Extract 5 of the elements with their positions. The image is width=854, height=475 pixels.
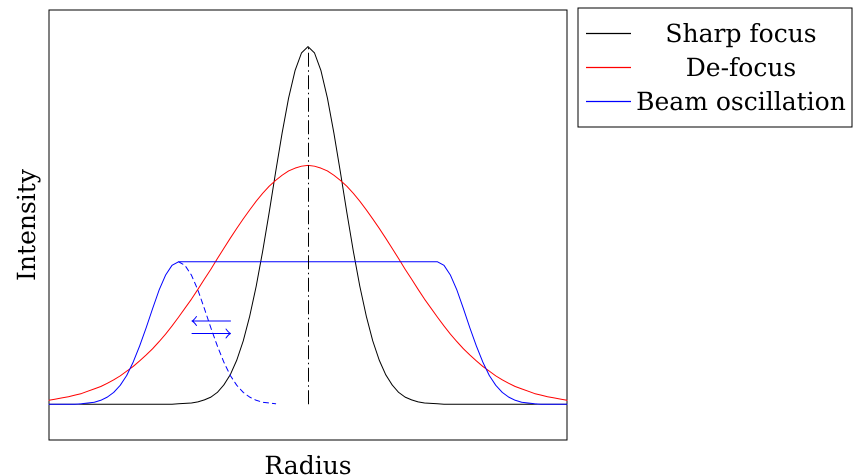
y-axis-title: Intensity — [12, 168, 41, 281]
x-axis-title: Radius — [264, 450, 352, 475]
legend-label: De-focus — [686, 53, 796, 82]
legend-label: Beam oscillation — [636, 87, 846, 116]
legend-label: Sharp focus — [665, 19, 817, 48]
